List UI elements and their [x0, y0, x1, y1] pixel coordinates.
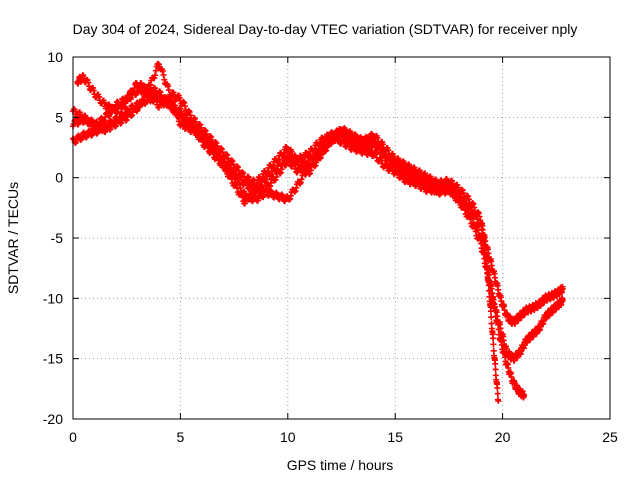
chart-title: Day 304 of 2024, Sidereal Day-to-day VTE… — [73, 21, 578, 37]
data-point — [521, 391, 528, 398]
series-track-4 — [70, 89, 528, 401]
data-point — [495, 326, 502, 333]
data-point — [495, 397, 502, 404]
x-tick-label: 5 — [177, 429, 185, 445]
data-point — [492, 308, 499, 315]
y-tick-label: -5 — [51, 230, 64, 246]
y-tick-label: -20 — [43, 411, 63, 427]
grid — [73, 57, 610, 419]
x-tick-label: 15 — [387, 429, 403, 445]
x-tick-label: 0 — [69, 429, 77, 445]
data-point — [492, 366, 499, 373]
y-tick-label: -10 — [43, 290, 63, 306]
x-tick-label: 20 — [495, 429, 511, 445]
x-ticks: 0 5 10 15 20 25 — [69, 57, 618, 445]
data-point — [494, 384, 501, 391]
data-point — [485, 271, 492, 278]
y-axis-label: SDTVAR / TECUs — [5, 182, 21, 294]
y-tick-label: 0 — [55, 170, 63, 186]
y-tick-label: 10 — [47, 49, 63, 65]
data-point — [494, 390, 501, 397]
y-ticks: -20 -15 -10 -5 0 5 10 — [43, 49, 610, 427]
data-point — [559, 285, 566, 292]
x-axis-label: GPS time / hours — [287, 457, 394, 473]
data-point — [492, 360, 499, 367]
data-point — [559, 297, 566, 304]
y-tick-label: -15 — [43, 351, 63, 367]
data-point — [490, 335, 497, 342]
series-track-3 — [74, 60, 502, 404]
x-tick-label: 25 — [602, 429, 618, 445]
y-tick-label: 5 — [55, 109, 63, 125]
x-tick-label: 10 — [280, 429, 296, 445]
data-point — [490, 341, 497, 348]
data-point — [489, 290, 496, 297]
plot-points — [70, 60, 566, 404]
